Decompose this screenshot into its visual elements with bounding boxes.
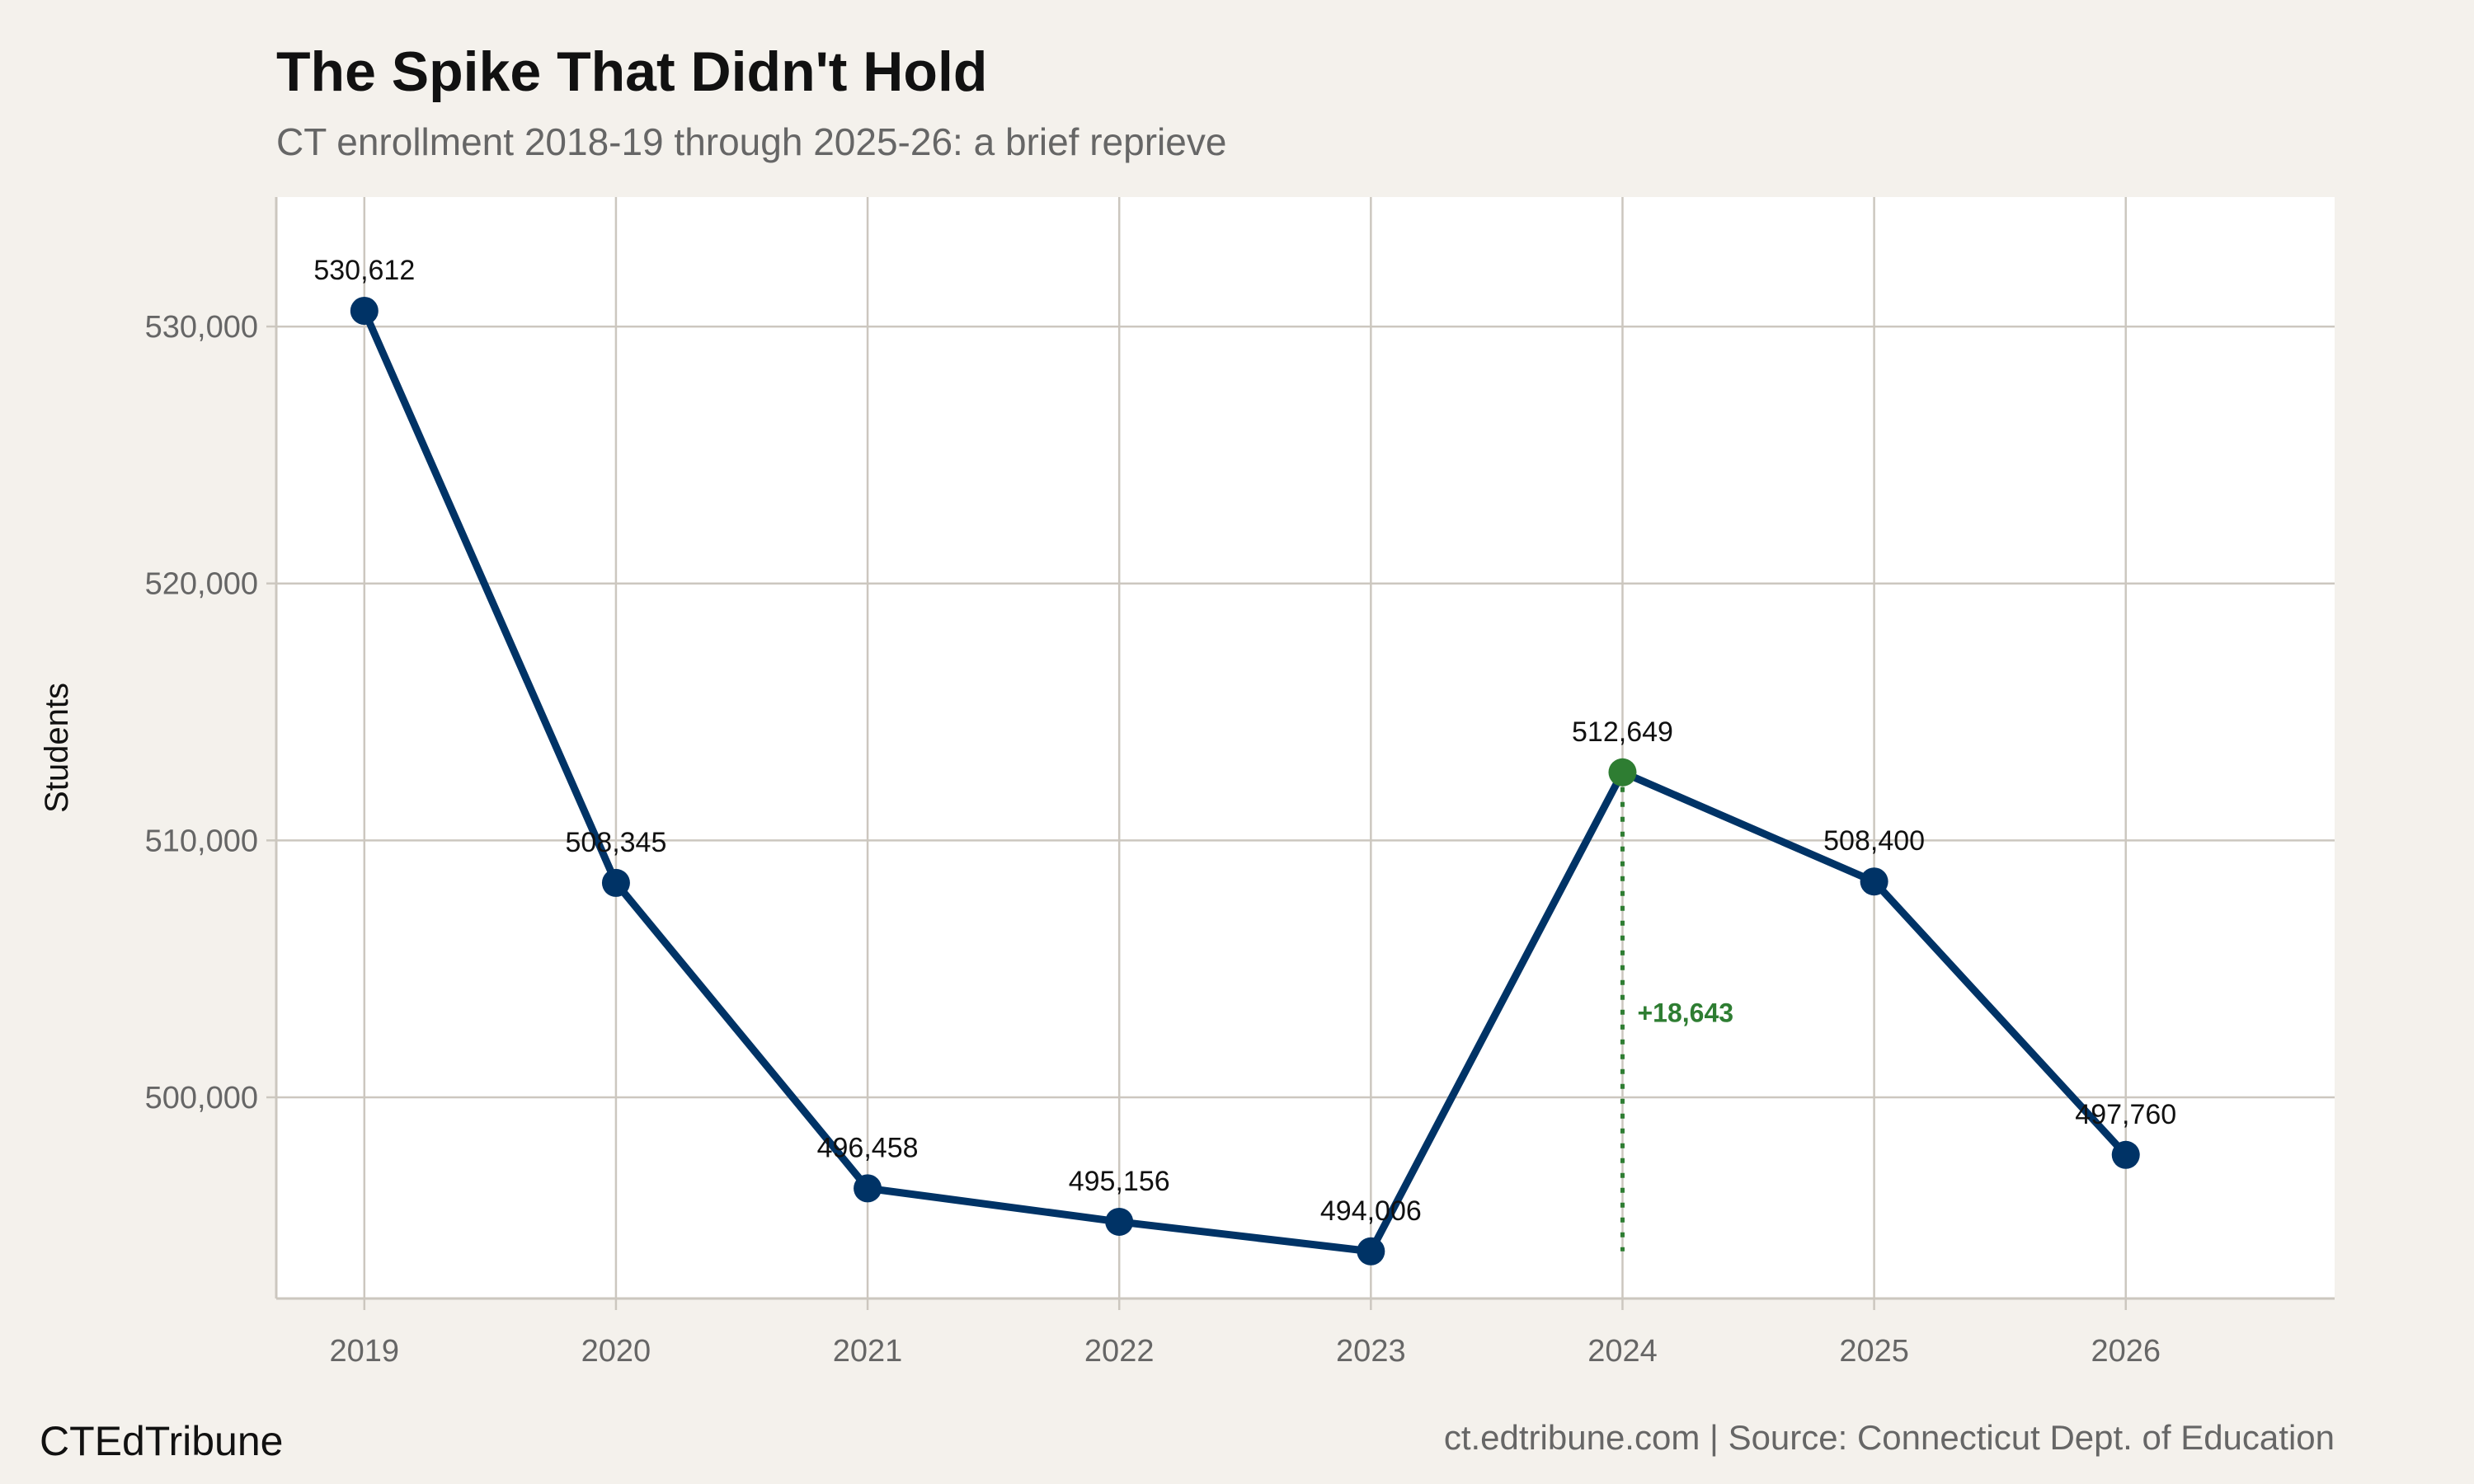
- y-axis-label: Students: [39, 683, 75, 813]
- source-note: ct.edtribune.com | Source: Connecticut D…: [1444, 1418, 2335, 1457]
- data-label: 495,156: [1069, 1166, 1170, 1197]
- x-tick-label: 2026: [2091, 1334, 2161, 1369]
- data-point: [601, 868, 630, 897]
- y-tick-label: 530,000: [145, 310, 258, 345]
- chart-subtitle: CT enrollment 2018-19 through 2025-26: a…: [276, 120, 1226, 163]
- x-tick-label: 2020: [581, 1334, 651, 1369]
- x-tick-label: 2021: [833, 1334, 903, 1369]
- x-tick-label: 2019: [330, 1334, 400, 1369]
- data-point: [350, 296, 379, 325]
- data-label: 530,612: [313, 255, 415, 286]
- highlight-annotation: +18,643: [1620, 772, 1733, 1252]
- data-point: [1105, 1207, 1134, 1236]
- chart-title: The Spike That Didn't Hold: [276, 40, 987, 103]
- data-point: [854, 1174, 882, 1203]
- plot-panel: [276, 197, 2335, 1298]
- x-tick-label: 2022: [1084, 1334, 1155, 1369]
- x-tick-label: 2024: [1587, 1334, 1658, 1369]
- point-labels: 530,612 508,345 496,458 495,156 494,006 512,6…: [313, 255, 2176, 1227]
- data-label: 494,006: [1320, 1195, 1422, 1227]
- y-tick-label: 500,000: [145, 1081, 258, 1115]
- data-point: [2111, 1140, 2140, 1169]
- data-point: [1860, 867, 1888, 896]
- x-tick-label: 2025: [1839, 1334, 1909, 1369]
- enrollment-line: [360, 309, 2129, 1256]
- axes: 500,000 510,000 520,000 530,000 2019 2020 2021…: [145, 197, 2335, 1369]
- data-label: 497,760: [2075, 1099, 2176, 1130]
- y-tick-label: 520,000: [145, 567, 258, 602]
- highlight-point: [1608, 758, 1637, 787]
- change-label: +18,643: [1637, 998, 1733, 1027]
- data-point: [1357, 1237, 1385, 1266]
- data-label: 512,649: [1572, 716, 1673, 748]
- x-tick-label: 2023: [1336, 1334, 1406, 1369]
- data-label: 496,458: [817, 1132, 919, 1163]
- brand-logo-text: CTEdTribune: [40, 1418, 283, 1464]
- series-line: [350, 296, 2140, 1266]
- y-tick-label: 510,000: [145, 824, 258, 858]
- data-label: 508,345: [565, 827, 666, 858]
- data-label: 508,400: [1823, 825, 1925, 857]
